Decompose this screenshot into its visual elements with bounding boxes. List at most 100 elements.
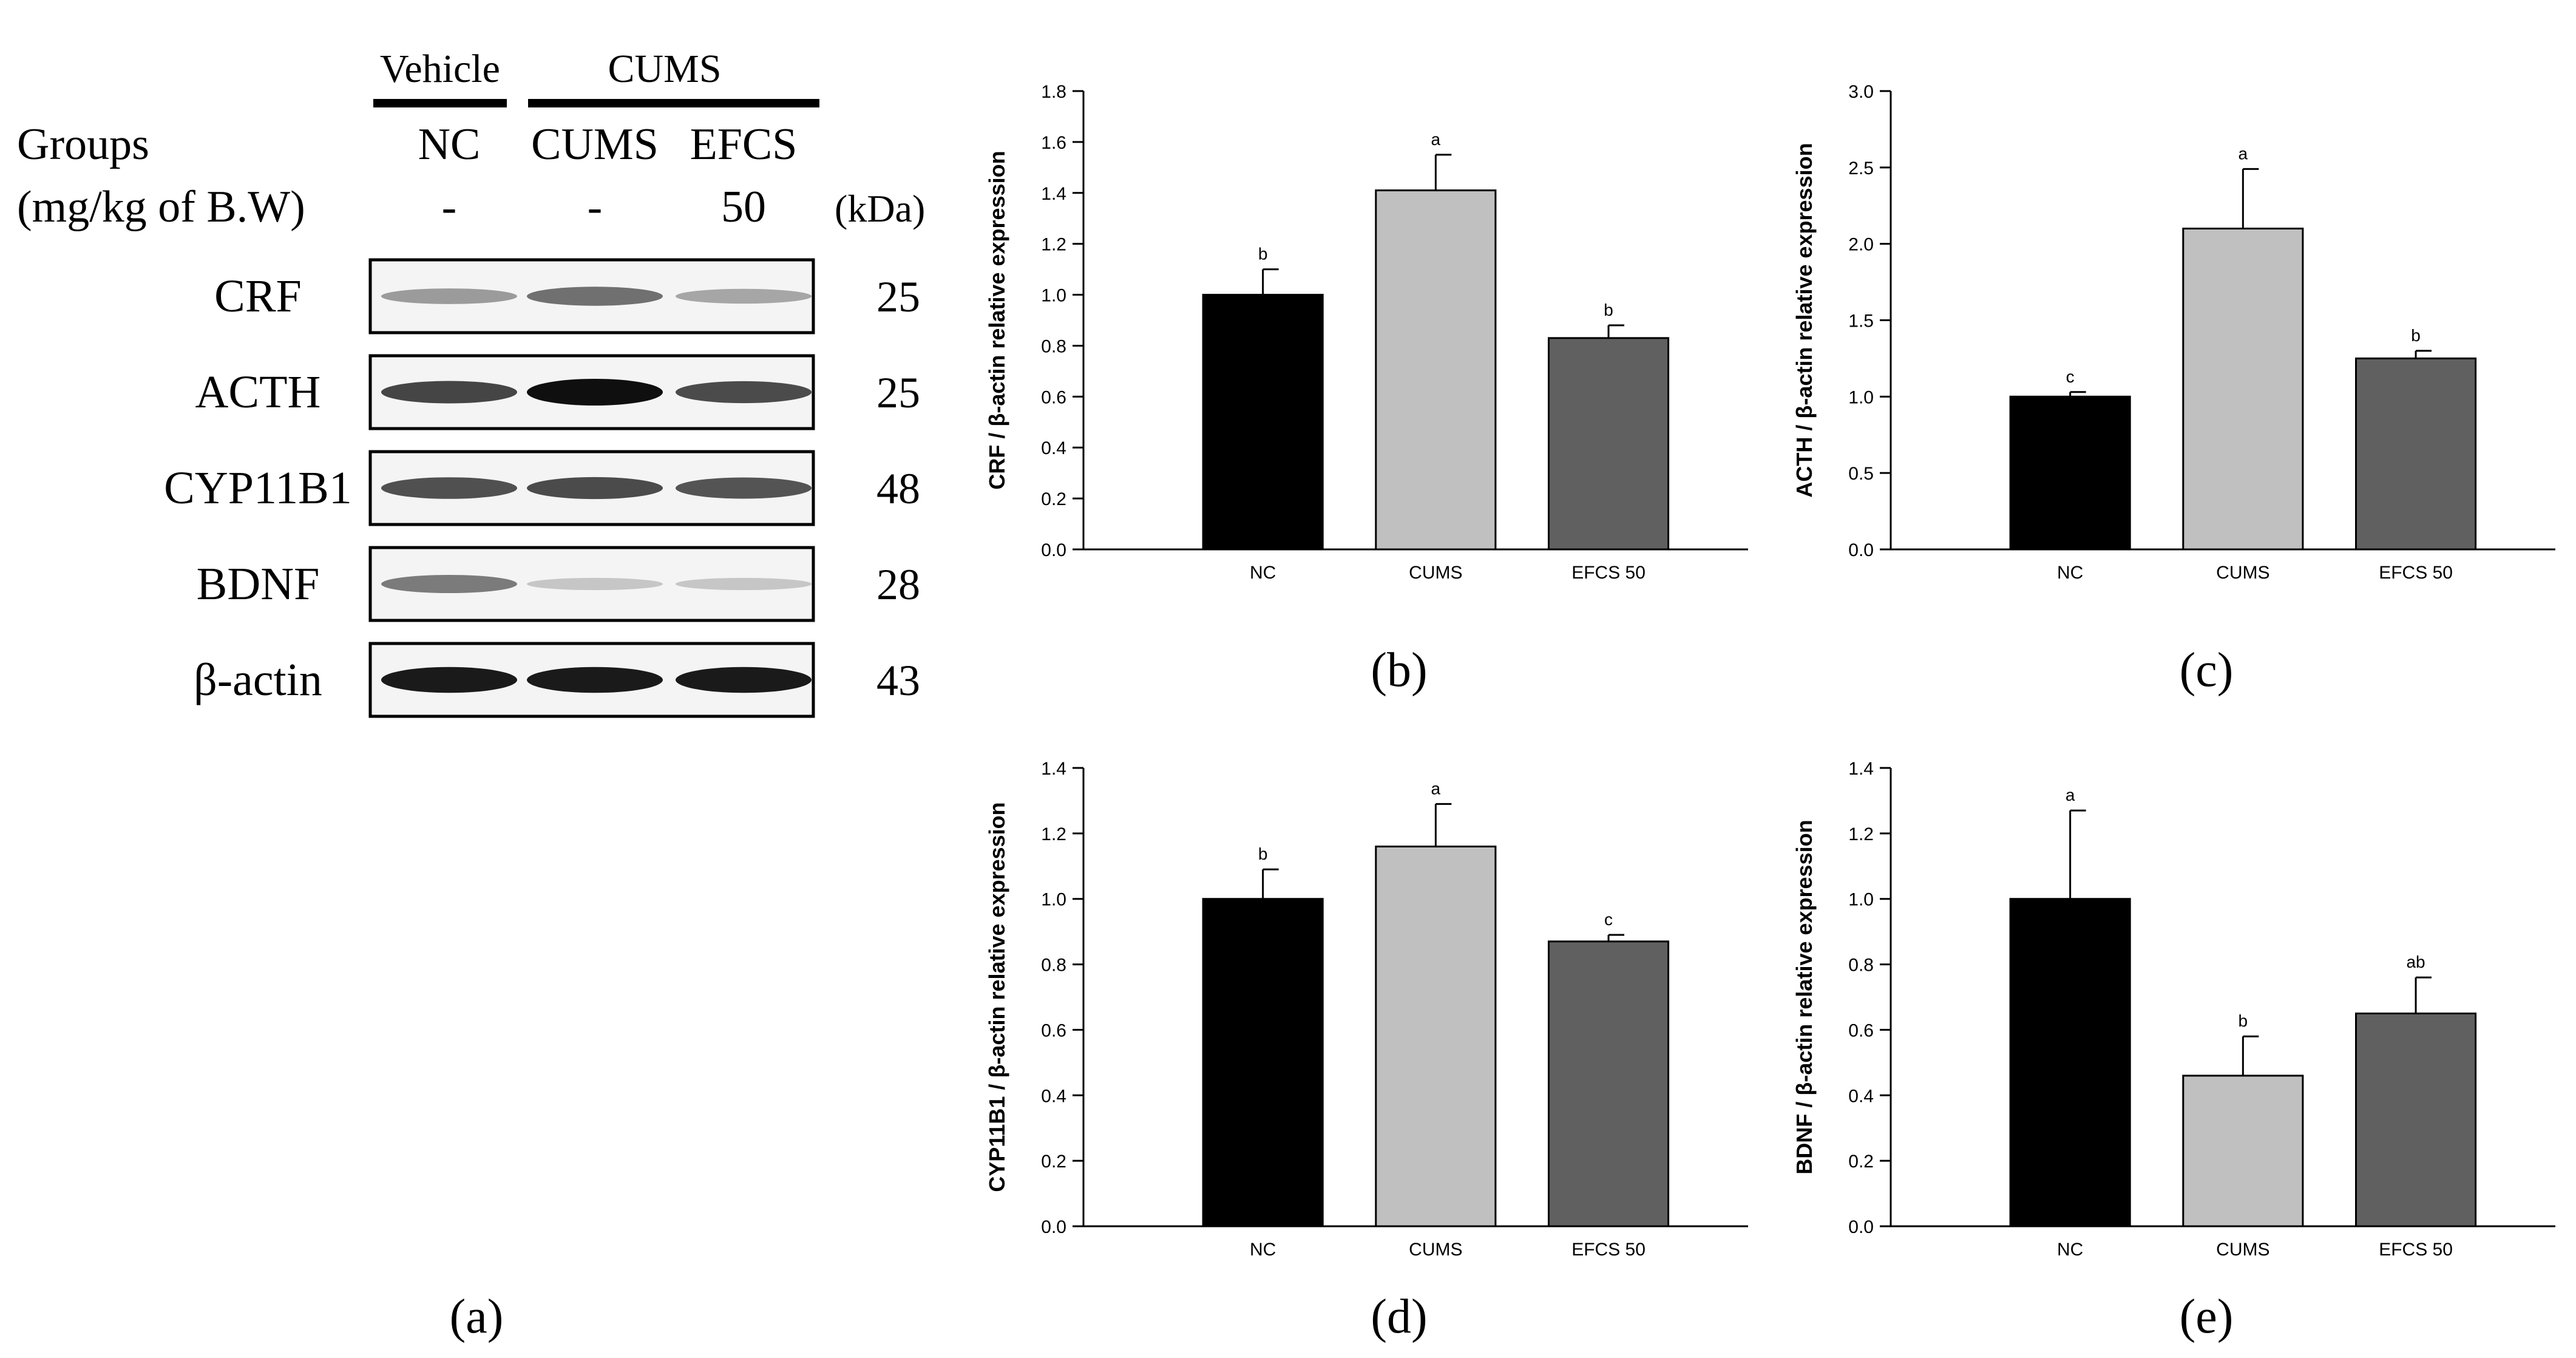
lane-dose: - (588, 182, 603, 232)
bar (2009, 898, 2131, 1227)
y-tick-label: 0.5 (1848, 464, 1874, 484)
kda-value: 25 (876, 273, 920, 321)
bar (2009, 395, 2131, 551)
chart: 0.0 0.2 0.4 0.6 0.8 1.0 1.2 1.4 CYP11B1 / β-acti… (985, 759, 1748, 1260)
y-tick-label: 1.6 (1041, 133, 1066, 153)
protein-name: β-actin (194, 654, 322, 705)
x-tick-label: NC (1250, 1240, 1276, 1260)
y-tick-label: 0.6 (1848, 1020, 1874, 1041)
bar (1548, 940, 1670, 1227)
y-tick-label: 1.2 (1848, 824, 1874, 844)
bar (2355, 357, 2477, 551)
y-tick-label: 0.4 (1041, 438, 1066, 458)
y-tick-label: 0.4 (1041, 1086, 1066, 1106)
y-tick-label: 1.4 (1848, 759, 1874, 779)
x-tick-label: EFCS 50 (1571, 1240, 1646, 1260)
significance-letter: a (1431, 779, 1441, 798)
blot-band (676, 577, 812, 591)
bar (1375, 189, 1497, 551)
y-tick-label: 1.0 (1041, 286, 1066, 306)
y-tick-label: 0.8 (1041, 336, 1066, 356)
panel-label-c: (c) (2180, 643, 2234, 697)
lane-dose: - (442, 182, 457, 232)
significance-letter: a (1431, 130, 1441, 149)
y-tick-label: 2.5 (1848, 158, 1874, 178)
y-tick-label: 1.2 (1041, 235, 1066, 255)
significance-letter: ab (2406, 952, 2425, 971)
lane-name: EFCS (690, 120, 798, 169)
y-tick-label: 1.8 (1041, 82, 1066, 102)
x-tick-label: EFCS 50 (1571, 563, 1646, 583)
significance-letter: b (1258, 245, 1268, 263)
blot-row: CRF 25 (214, 258, 920, 334)
significance-letter: c (1604, 910, 1613, 929)
bar-charts: 0.0 0.2 0.4 0.6 0.8 1.0 1.2 1.4 1.6 1.8 CRF / β-ac… (985, 82, 2555, 1260)
bar (1548, 337, 1670, 551)
protein-name: ACTH (195, 367, 321, 418)
y-tick-label: 1.4 (1041, 759, 1066, 779)
blot-band (527, 477, 663, 500)
groups-label: Groups (17, 120, 149, 169)
significance-letter: b (2411, 326, 2421, 345)
chart: 0.0 0.2 0.4 0.6 0.8 1.0 1.2 1.4 BDNF / β-actin r… (1792, 759, 2555, 1260)
blot-rows: CRF 25 ACTH 25 CYP11B1 48 BDNF 28 β-actin 43 (164, 258, 920, 718)
significance-letter: a (2066, 786, 2075, 804)
kda-value: 25 (876, 368, 920, 417)
y-tick-label: 0.0 (1041, 1217, 1066, 1237)
kda-value: 48 (876, 464, 920, 513)
y-tick-label: 0.2 (1041, 489, 1066, 509)
y-tick-label: 1.4 (1041, 184, 1066, 204)
y-tick-label: 1.0 (1848, 387, 1874, 407)
kda-value: 43 (876, 656, 920, 705)
panel-label-d: (d) (1371, 1290, 1427, 1343)
x-tick-label: CUMS (2216, 1240, 2269, 1260)
x-tick-label: NC (1250, 563, 1276, 583)
y-tick-label: 1.5 (1848, 311, 1874, 331)
blot-band (527, 667, 663, 693)
y-axis-label: CYP11B1 / β-actin relative expression (985, 802, 1009, 1192)
protein-name: BDNF (197, 558, 320, 609)
bar (1375, 845, 1497, 1227)
blot-band (381, 667, 517, 693)
blot-row: β-actin 43 (194, 642, 920, 718)
y-tick-label: 0.8 (1041, 956, 1066, 976)
vehicle-label: Vehicle (380, 47, 500, 91)
y-tick-label: 0.4 (1848, 1086, 1874, 1106)
x-tick-label: EFCS 50 (2379, 563, 2453, 583)
y-axis-label: CRF / β-actin relative expression (985, 151, 1009, 489)
blot-band (676, 667, 812, 693)
lane-name: CUMS (531, 120, 659, 169)
y-tick-label: 2.0 (1848, 235, 1874, 255)
bar (2182, 1075, 2304, 1227)
blot-band (527, 379, 663, 406)
x-tick-label: CUMS (1409, 1240, 1462, 1260)
kda-label: (kDa) (835, 187, 925, 230)
panel-label-e: (e) (2180, 1290, 2234, 1343)
chart: 0.0 0.5 1.0 1.5 2.0 2.5 3.0 ACTH / β-actin rela… (1792, 82, 2555, 583)
y-axis-label: ACTH / β-actin relative expression (1792, 143, 1817, 497)
bar (2355, 1012, 2477, 1227)
significance-letter: a (2239, 144, 2248, 163)
dose-label: (mg/kg of B.W) (17, 182, 305, 232)
blot-band (381, 288, 517, 304)
bar (1202, 898, 1324, 1227)
protein-name: CRF (214, 271, 302, 322)
y-tick-label: 3.0 (1848, 82, 1874, 102)
y-tick-label: 0.6 (1041, 387, 1066, 407)
blot-band (676, 288, 812, 304)
western-blot-panel: Vehicle CUMS Groups (mg/kg of B.W) (kDa)… (17, 47, 925, 1343)
lane-dose: 50 (721, 182, 766, 232)
bar (2182, 228, 2304, 551)
blot-band (381, 575, 517, 593)
y-tick-label: 0.2 (1848, 1152, 1874, 1172)
lane-name: NC (418, 120, 481, 169)
x-tick-label: NC (2057, 1240, 2083, 1260)
blot-band (381, 381, 517, 404)
y-tick-label: 0.0 (1041, 540, 1066, 560)
blot-row: ACTH 25 (195, 354, 920, 430)
significance-letter: b (1604, 300, 1613, 319)
x-tick-label: NC (2057, 563, 2083, 583)
x-tick-label: EFCS 50 (2379, 1240, 2453, 1260)
y-tick-label: 0.6 (1041, 1020, 1066, 1041)
